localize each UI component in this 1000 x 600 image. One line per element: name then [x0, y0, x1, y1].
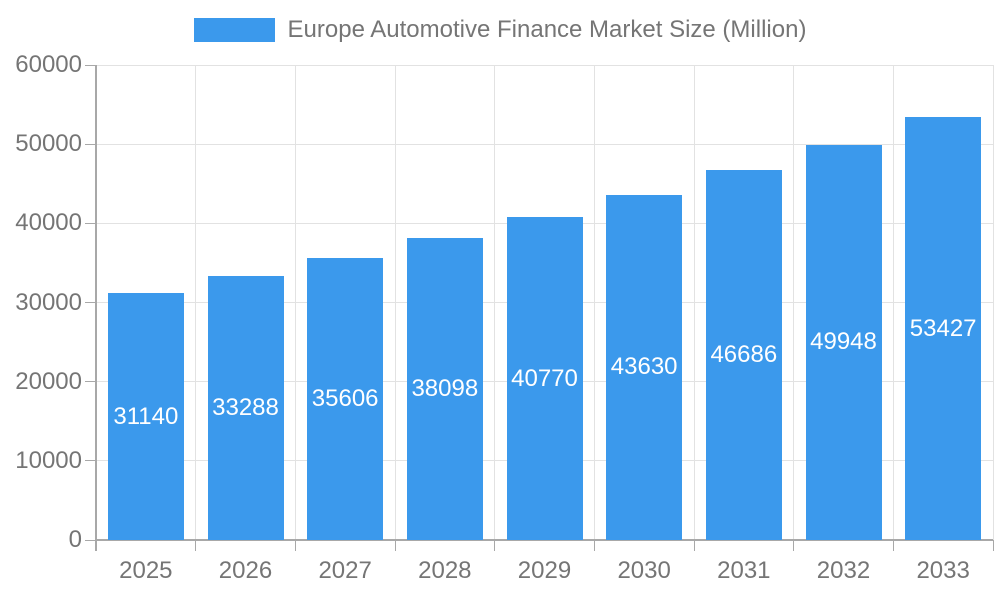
x-tick-mark	[195, 540, 197, 551]
y-axis-line	[95, 65, 97, 551]
bar[interactable]: 33288	[207, 276, 284, 540]
y-tick-mark	[85, 222, 96, 224]
y-tick-mark	[85, 539, 96, 541]
x-tick-mark	[294, 540, 296, 551]
bar-value-label: 31140	[113, 402, 179, 430]
y-tick-mark	[85, 302, 96, 303]
y-tick-mark	[85, 143, 96, 145]
y-tick-mark	[85, 381, 96, 383]
x-tick-mark	[394, 540, 396, 551]
x-tick-label: 2032	[816, 557, 871, 584]
y-tick-label: 20000	[15, 367, 82, 395]
bar-value-label: 33288	[212, 394, 279, 422]
bar[interactable]: 46686	[705, 170, 782, 540]
bar[interactable]: 53427	[905, 117, 982, 540]
bar-value-label: 43630	[610, 353, 678, 381]
x-gridline	[793, 65, 795, 540]
x-tick-mark	[992, 540, 994, 551]
y-tick-label: 40000	[15, 209, 82, 237]
x-tick-label: 2033	[916, 557, 970, 584]
bar-value-label: 35606	[311, 385, 379, 413]
x-tick-label: 2029	[517, 557, 572, 584]
bar[interactable]: 43630	[606, 194, 683, 540]
bar[interactable]: 31140	[107, 293, 184, 540]
x-tick-mark	[793, 540, 795, 551]
y-tick-label: 50000	[15, 130, 82, 158]
x-axis-line	[96, 539, 993, 541]
y-tick-label: 0	[68, 526, 82, 553]
bar[interactable]: 49948	[805, 144, 882, 540]
bar-value-label: 53427	[909, 314, 977, 342]
y-tick-mark	[85, 64, 96, 66]
x-tick-label: 2028	[418, 557, 472, 584]
bar-value-label: 40770	[511, 364, 578, 392]
bar[interactable]: 35606	[307, 258, 384, 540]
bar[interactable]: 40770	[506, 217, 583, 540]
x-gridline	[693, 65, 695, 540]
x-gridline	[294, 65, 296, 540]
y-tick-label: 30000	[15, 288, 82, 316]
x-tick-label: 2031	[717, 557, 771, 584]
y-tick-label: 10000	[15, 446, 82, 474]
y-gridline	[96, 64, 993, 66]
legend-swatch	[193, 18, 275, 42]
x-tick-label: 2030	[617, 557, 671, 584]
x-gridline	[992, 65, 994, 540]
legend-label: Europe Automotive Finance Market Size (M…	[287, 16, 807, 43]
x-gridline	[195, 65, 197, 540]
bar-value-label: 46686	[710, 341, 778, 369]
bar-value-label: 49948	[810, 328, 877, 356]
legend[interactable]: Europe Automotive Finance Market Size (M…	[0, 16, 1000, 44]
x-gridline	[394, 65, 396, 540]
x-tick-label: 2027	[318, 557, 372, 584]
x-gridline	[892, 65, 894, 540]
y-tick-mark	[85, 460, 96, 462]
y-gridline	[96, 143, 993, 145]
x-tick-mark	[892, 540, 894, 551]
x-gridline	[593, 65, 595, 540]
x-tick-mark	[693, 540, 695, 551]
bar-value-label: 38098	[411, 375, 479, 403]
y-tick-label: 60000	[15, 51, 82, 78]
x-tick-label: 2026	[218, 557, 273, 584]
bar[interactable]: 38098	[406, 238, 483, 540]
x-tick-label: 2025	[119, 557, 173, 584]
x-gridline	[494, 65, 496, 540]
x-tick-mark	[593, 540, 595, 551]
x-tick-mark	[494, 540, 496, 551]
